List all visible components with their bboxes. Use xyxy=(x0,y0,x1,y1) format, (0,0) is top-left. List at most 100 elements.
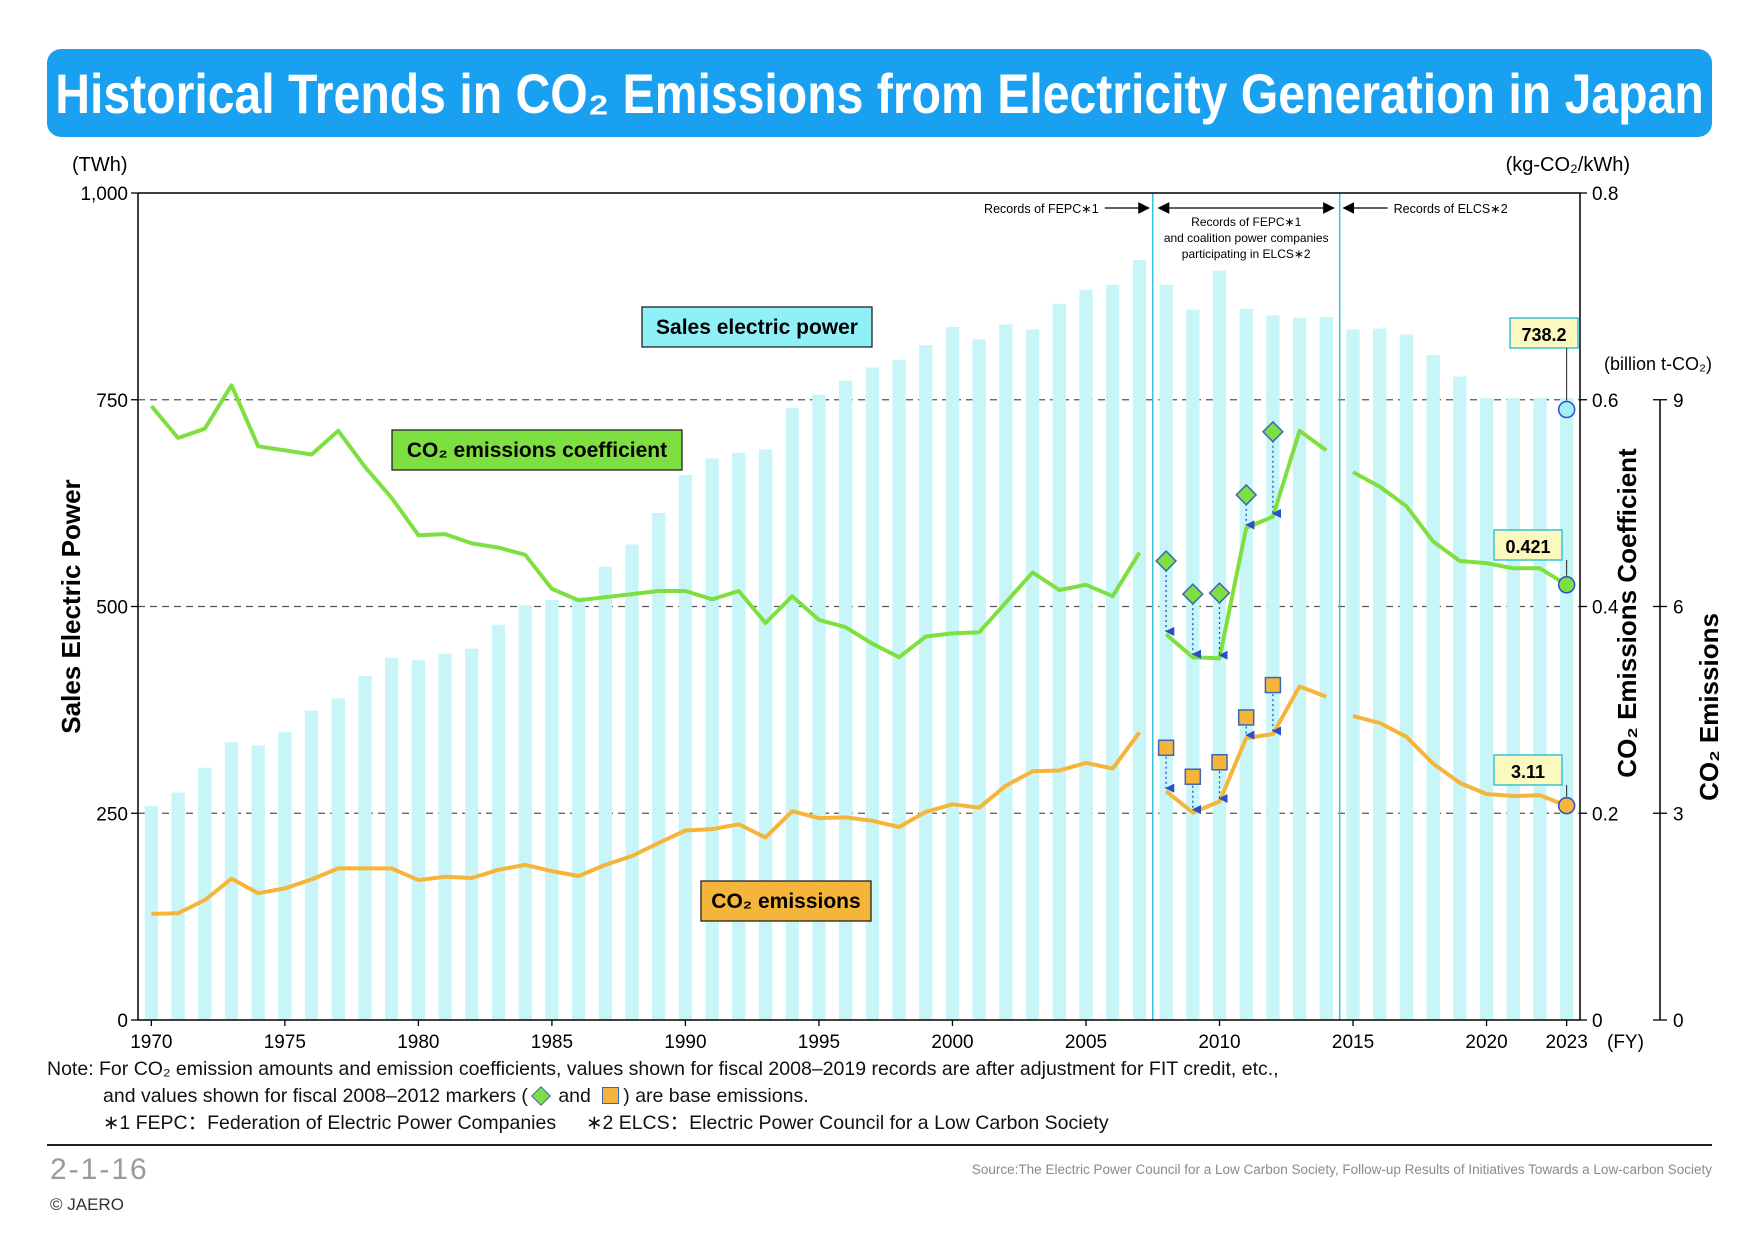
square-marker-icon xyxy=(602,1087,620,1104)
base-marker-square xyxy=(1237,709,1255,726)
period-label-coalition: Records of FEPC∗1 xyxy=(1191,215,1301,229)
line-co2-coefficient xyxy=(1352,470,1568,587)
x-tick-label: 1980 xyxy=(397,1032,439,1053)
value-callout-label: 3.11 xyxy=(1511,762,1545,782)
bar-sales-power xyxy=(1159,284,1173,1020)
line-co2-emissions xyxy=(151,731,1142,916)
bar-sales-power xyxy=(1479,398,1494,1020)
bar-sales-power xyxy=(358,675,372,1020)
coef-tick-label: 0.6 xyxy=(1592,391,1618,412)
footnote-2: ∗2 ELCS：Electric Power Council for a Low… xyxy=(586,1112,1109,1134)
x-tick-label: 2005 xyxy=(1065,1032,1107,1053)
bar-sales-power xyxy=(652,513,666,1020)
value-callout-box xyxy=(1493,529,1563,561)
title-banner: Historical Trends in CO₂ Emissions from … xyxy=(47,49,1712,137)
bar-sales-power xyxy=(518,605,532,1020)
bar-sales-power xyxy=(1266,315,1280,1020)
footer-divider xyxy=(47,1144,1712,1146)
bar-sales-power xyxy=(1559,398,1574,1020)
bar-sales-power xyxy=(972,339,986,1020)
bar-sales-power xyxy=(705,458,719,1020)
note-line-2-and: and xyxy=(552,1085,597,1107)
series-label: CO₂ emissions xyxy=(711,890,860,913)
bar-sales-power xyxy=(1319,317,1333,1020)
bar-sales-power xyxy=(919,345,933,1021)
coef-tick-label: 0.2 xyxy=(1592,804,1618,825)
bar-sales-power xyxy=(732,452,746,1021)
co2-axis-title: CO₂ Emissions xyxy=(1694,613,1724,801)
coef-axis-unit: (kg-CO₂/kWh) xyxy=(1506,154,1630,176)
bar-sales-power xyxy=(598,566,612,1020)
figure-number: 2-1-16 xyxy=(50,1153,149,1186)
x-tick-label: 1970 xyxy=(130,1032,172,1053)
bar-sales-power xyxy=(1373,328,1387,1020)
value-callout-label: 0.421 xyxy=(1505,537,1550,557)
bar-sales-power xyxy=(331,698,345,1020)
bar-sales-power xyxy=(865,367,880,1020)
bar-sales-power xyxy=(1025,329,1040,1021)
bar-sales-power xyxy=(465,648,479,1020)
bar-sales-power xyxy=(892,360,906,1021)
bar-sales-power xyxy=(304,710,319,1020)
left-tick-label: 750 xyxy=(96,391,128,412)
coef-tick-label: 0 xyxy=(1592,1011,1603,1032)
period-label-elcs: Records of ELCS∗2 xyxy=(1394,202,1508,216)
bar-sales-power xyxy=(198,767,212,1020)
line-co2-coefficient xyxy=(149,383,1142,660)
value-callout-box xyxy=(1493,754,1563,786)
bar-sales-power xyxy=(758,449,773,1020)
chart: Records of FEPC∗1 Records of FEPC∗1 and co… xyxy=(56,154,1724,1053)
value-callout-dot xyxy=(1557,796,1576,815)
left-tick-label: 0 xyxy=(117,1011,128,1032)
coef-tick-label: 0.8 xyxy=(1592,184,1618,205)
co2-tick-label: 9 xyxy=(1673,391,1684,412)
footnotes: ∗1 FEPC：Federation of Electric Power Com… xyxy=(47,1110,1279,1137)
bar-sales-power xyxy=(411,660,426,1020)
bar-sales-power xyxy=(491,624,506,1020)
bar-sales-power xyxy=(438,653,452,1020)
base-marker-diamond xyxy=(1261,420,1284,443)
bar-sales-power xyxy=(251,745,265,1020)
bar-sales-power xyxy=(625,544,639,1020)
bar-sales-power xyxy=(1106,284,1120,1020)
bar-sales-power xyxy=(171,792,185,1020)
line-co2-emissions xyxy=(1352,714,1568,808)
note-line-2-start: and values shown for fiscal 2008–2012 ma… xyxy=(103,1085,528,1107)
bar-sales-power xyxy=(1426,355,1440,1020)
base-marker-diamond xyxy=(1208,582,1231,605)
co2-tick-label: 0 xyxy=(1673,1011,1684,1032)
base-marker-square xyxy=(1184,768,1202,785)
left-tick-label: 500 xyxy=(96,598,128,619)
left-axis-title: Sales Electric Power xyxy=(56,479,86,733)
base-marker-square xyxy=(1264,676,1282,694)
base-marker-diamond xyxy=(1181,583,1204,606)
notes: Note: For CO₂ emission amounts and emiss… xyxy=(47,1056,1279,1137)
series-label: Sales electric power xyxy=(656,316,858,339)
note-line-2: and values shown for fiscal 2008–2012 ma… xyxy=(47,1083,1279,1110)
bar-sales-power xyxy=(1212,270,1227,1020)
bar-sales-power xyxy=(678,475,693,1021)
bar-sales-power xyxy=(1132,259,1147,1020)
base-marker-diamond xyxy=(1155,550,1178,572)
x-tick-label: 2010 xyxy=(1198,1032,1240,1053)
bar-sales-power xyxy=(1239,308,1253,1020)
bar-sales-power xyxy=(571,597,586,1020)
copyright: © JAERO xyxy=(50,1195,124,1214)
x-tick-label: 2015 xyxy=(1332,1032,1374,1053)
bar-sales-power xyxy=(278,732,292,1020)
bar-sales-power xyxy=(385,657,399,1020)
period-label-fepc: Records of FEPC∗1 xyxy=(984,202,1099,216)
left-tick-label: 250 xyxy=(96,804,128,825)
bar-sales-power xyxy=(1052,303,1066,1020)
co2-tick-label: 6 xyxy=(1673,598,1684,619)
coef-tick-label: 0.4 xyxy=(1592,598,1619,619)
bar-sales-power xyxy=(1506,398,1520,1020)
x-tick-label: 2000 xyxy=(931,1032,973,1053)
x-tick-label: 1990 xyxy=(664,1032,706,1053)
co2-tick-label: 3 xyxy=(1673,804,1684,825)
bar-sales-power xyxy=(1292,317,1307,1020)
bar-sales-power xyxy=(999,324,1013,1020)
x-tick-label: 2023 xyxy=(1546,1032,1588,1053)
footnote-1: ∗1 FEPC：Federation of Electric Power Com… xyxy=(103,1112,557,1134)
x-tick-label: 1975 xyxy=(264,1032,306,1053)
